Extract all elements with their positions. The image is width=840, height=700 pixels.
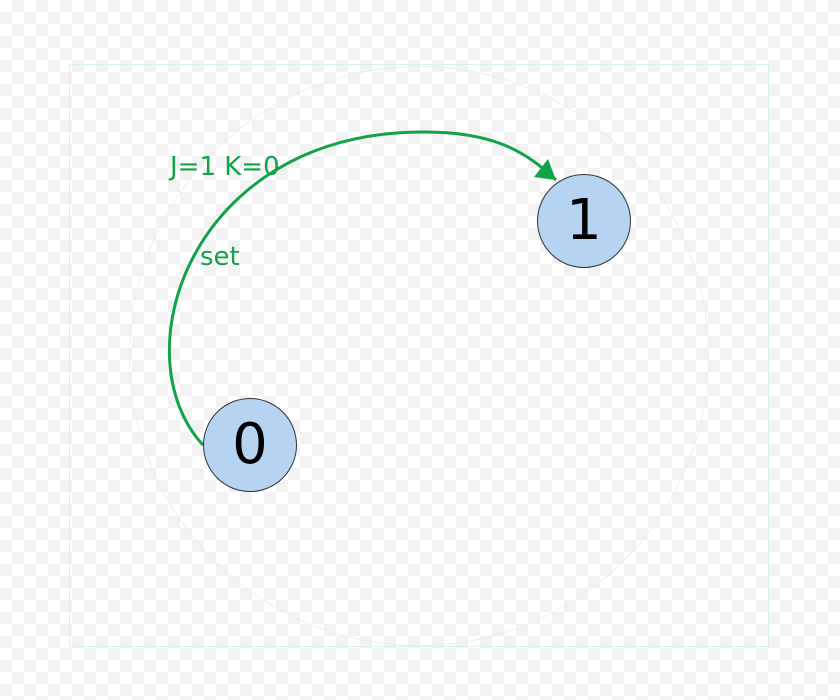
edge-set-label-line1: J=1 K=0 bbox=[170, 152, 280, 182]
state-1-label: 1 bbox=[566, 193, 602, 249]
edge-set-label-line2: set bbox=[200, 242, 280, 272]
state-0-node: 0 bbox=[203, 398, 297, 492]
edges-layer bbox=[0, 0, 840, 700]
edge-set-label: J=1 K=0 set bbox=[170, 92, 280, 332]
diagram-canvas: J=1 K=0 set 0 1 bbox=[0, 0, 840, 700]
state-0-label: 0 bbox=[232, 417, 268, 473]
state-1-node: 1 bbox=[537, 174, 631, 268]
